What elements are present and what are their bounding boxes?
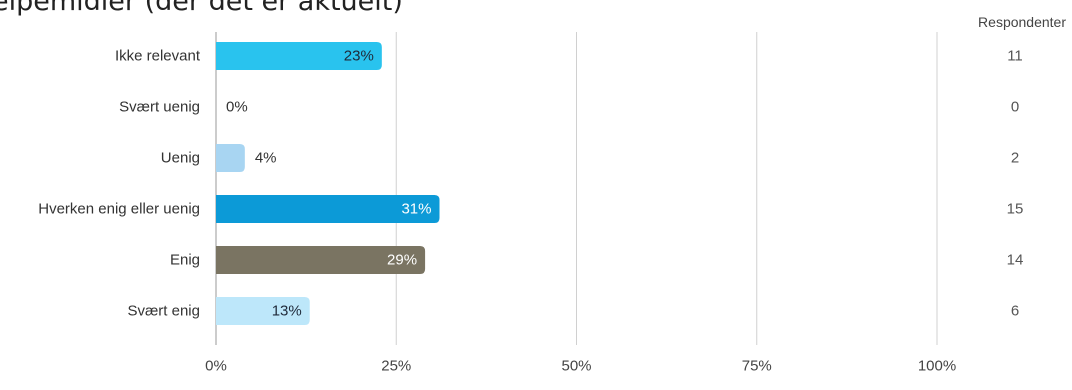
value-label: 0% [226,99,248,116]
category-label: Svært enig [127,303,200,320]
category-label: Uenig [161,150,200,167]
x-tick-label: 0% [205,357,227,374]
x-tick-label: 50% [561,357,591,374]
x-tick-label: 25% [381,357,411,374]
respondent-count: 14 [1007,252,1024,269]
category-label: Svært uenig [119,99,200,116]
respondent-count: 15 [1007,201,1024,218]
category-label: Enig [170,252,200,269]
value-label: 13% [272,303,302,320]
respondent-count: 0 [1011,99,1019,116]
value-label: 31% [401,201,431,218]
bar [216,144,245,172]
x-tick-label: 100% [918,357,956,374]
respondent-count: 6 [1011,303,1019,320]
value-label: 29% [387,252,417,269]
value-label: 23% [344,48,374,65]
value-label: 4% [255,150,277,167]
respondent-count: 11 [1007,48,1023,65]
x-tick-label: 75% [742,357,772,374]
respondent-count: 2 [1011,150,1019,167]
category-label: Hverken enig eller uenig [38,201,200,218]
category-label: Ikke relevant [115,48,201,65]
